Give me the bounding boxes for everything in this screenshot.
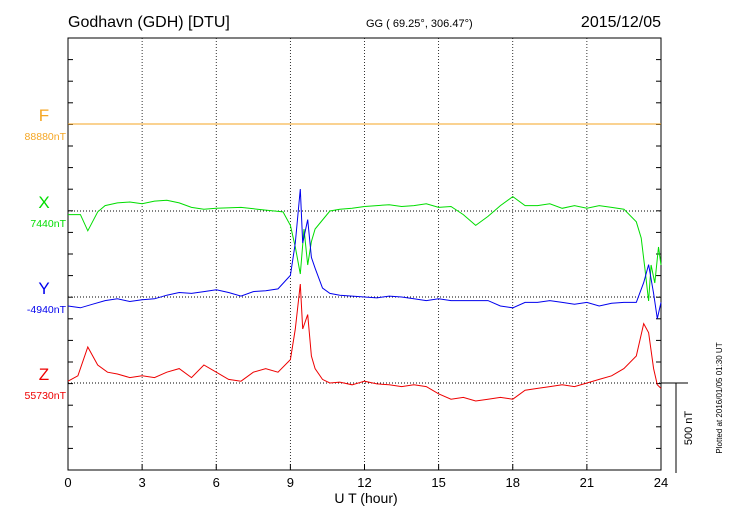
x-tick-label-18: 18 xyxy=(506,475,520,490)
series-baseline-z: 55730nT xyxy=(25,390,67,402)
x-tick-label-6: 6 xyxy=(213,475,220,490)
x-tick-label-24: 24 xyxy=(654,475,668,490)
station-title: Godhavn (GDH) [DTU] xyxy=(68,14,230,31)
x-tick-label-15: 15 xyxy=(431,475,445,490)
scale-bar: 500 nT xyxy=(661,382,695,473)
coordinates-label: GG ( 69.25°, 306.47°) xyxy=(366,18,473,30)
plotted-note: Plotted at 2016/01/05 01:30 UT xyxy=(715,342,724,453)
series-name-x: X xyxy=(38,193,49,212)
series-line-z xyxy=(67,283,662,402)
series-baseline-y: -4940nT xyxy=(27,304,67,316)
x-tick-label-0: 0 xyxy=(64,475,71,490)
x-tick-label-3: 3 xyxy=(139,475,146,490)
x-tick-label-12: 12 xyxy=(357,475,371,490)
date-label: 2015/12/05 xyxy=(581,14,661,31)
series-baseline-x: 7440nT xyxy=(30,218,66,230)
series-name-y: Y xyxy=(38,279,49,298)
x-axis-label: U T (hour) xyxy=(334,490,397,506)
series-name-z: Z xyxy=(39,365,49,384)
vertical-gridlines xyxy=(141,38,588,470)
series-line-x xyxy=(68,195,662,302)
x-axis-ticks: 0 3 6 9 12 15 18 21 24 xyxy=(64,37,668,490)
data-traces xyxy=(67,123,662,402)
series-labels: F 88880nT X 7440nT Y -4940nT Z 55730nT xyxy=(25,106,67,402)
x-tick-label-21: 21 xyxy=(580,475,594,490)
series-baseline-f: 88880nT xyxy=(25,131,67,143)
series-line-y xyxy=(67,188,662,319)
x-tick-label-9: 9 xyxy=(287,475,294,490)
series-name-f: F xyxy=(39,106,49,125)
scale-bar-label: 500 nT xyxy=(683,411,695,446)
